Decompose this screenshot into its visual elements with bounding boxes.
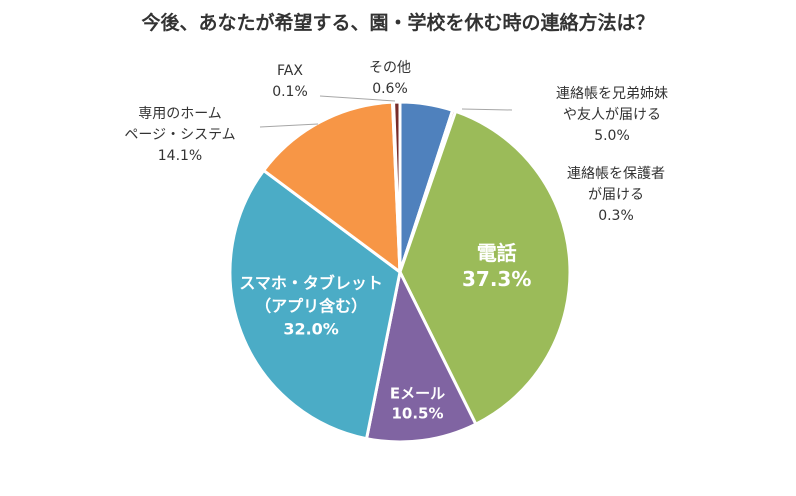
slice-label-line: 連絡帳を保護者: [567, 166, 665, 182]
slice-label-line: 専用のホーム: [138, 106, 222, 122]
slice-label-line: 10.5%: [391, 405, 443, 423]
slice-label: スマホ・タブレット （アプリ含む） 32.0%: [239, 274, 383, 339]
slice-label: Eメール 10.5%: [390, 385, 445, 423]
slice-label-line: スマホ・タブレット: [239, 274, 383, 293]
slice-label: 連絡帳を兄弟姉妹や友人が届ける 5.0%: [556, 86, 668, 144]
slice-label-line: 32.0%: [283, 320, 339, 339]
slice-label: 電話 37.3%: [462, 241, 531, 291]
slice-label-line: 連絡帳を兄弟姉妹: [556, 86, 668, 102]
pie-slice: [392, 100, 402, 274]
slice-label-line: 電話: [477, 241, 517, 265]
pie-slice: [228, 168, 402, 441]
slice-label-line: 0.3%: [598, 208, 634, 224]
slice-label-line: Eメール: [390, 385, 445, 403]
slice-label-line: 37.3%: [462, 267, 531, 291]
slice-labels: 連絡帳を兄弟姉妹や友人が届ける 5.0% 連絡帳を保護者が届ける 0.3% 電話 37.3…: [124, 60, 668, 423]
slice-label-line: 14.1%: [158, 148, 202, 164]
leader-line: [319, 95, 396, 102]
slice-label-line: 0.1%: [272, 84, 308, 100]
pie-slice: [365, 270, 478, 444]
slice-label-line: 0.6%: [372, 81, 408, 97]
pie-slice: [262, 100, 402, 274]
leader-line: [461, 108, 513, 111]
slice-label-line: が届ける: [588, 187, 644, 203]
pie-slices: [228, 100, 572, 444]
slice-label-line: （アプリ含む）: [255, 297, 367, 316]
slice-label-line: 5.0%: [594, 128, 630, 144]
leader-line: [259, 123, 319, 128]
chart-title: 今後、あなたが希望する、園・学校を休む時の連絡方法は？: [141, 12, 655, 34]
slice-label-line: その他: [369, 60, 411, 76]
slice-label-line: や友人が届ける: [563, 107, 661, 123]
slice-label-line: FAX: [277, 63, 303, 79]
slice-label: その他 0.6%: [369, 60, 411, 97]
slice-label-line: ページ・システム: [124, 127, 235, 143]
slice-label: 連絡帳を保護者が届ける 0.3%: [567, 166, 665, 224]
slice-label: 専用のホームページ・システム 14.1%: [124, 106, 235, 164]
slice-label: FAX 0.1%: [272, 63, 308, 100]
leader-lines: [259, 95, 513, 128]
pie-slice: [398, 109, 572, 426]
